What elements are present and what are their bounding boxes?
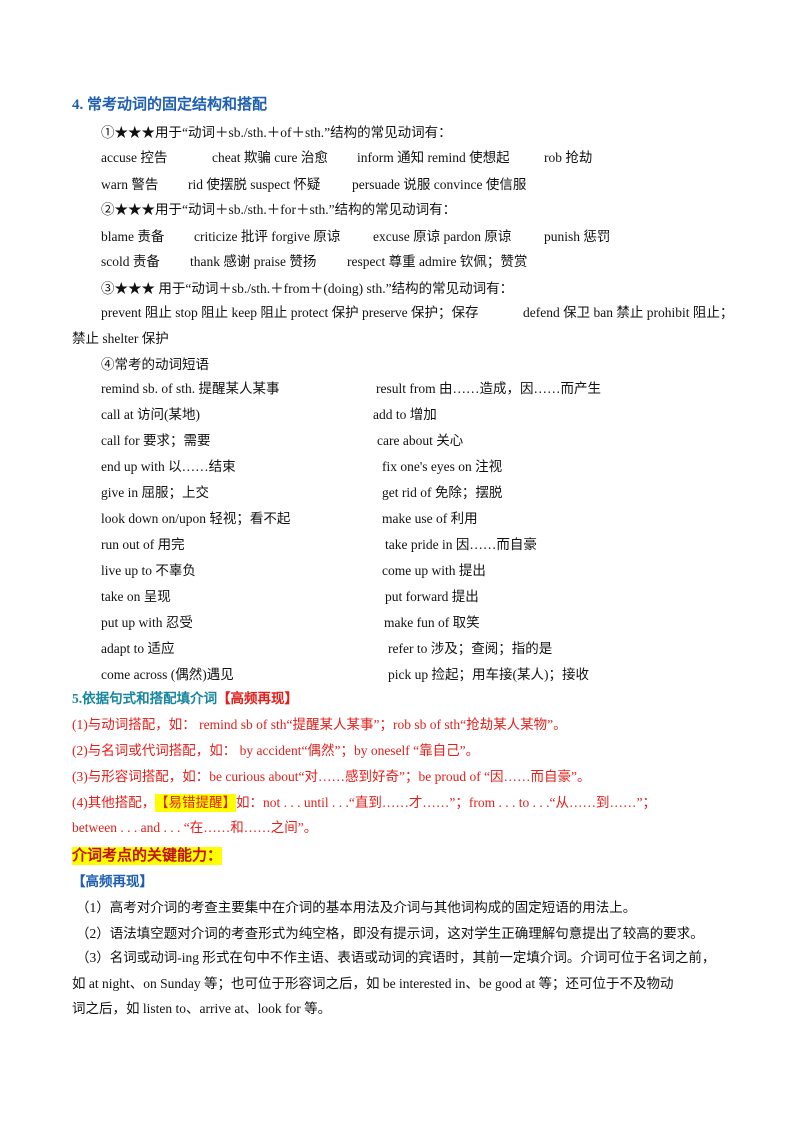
- phrase: adapt to 适应: [101, 641, 175, 656]
- phrase: give in 屈服；上交: [101, 485, 209, 500]
- phrase: come across (偶然)遇见: [101, 667, 234, 682]
- text-line: ④常考的动词短语: [101, 357, 209, 372]
- paragraph-line: 如 at night、on Sunday 等；也可位于形容词之后，如 be in…: [72, 976, 674, 991]
- vocab-item: defend 保卫 ban 禁止 prohibit 阻止；: [523, 305, 734, 320]
- phrase: result from 由……造成，因……而产生: [376, 381, 601, 396]
- section-title: 4. 常考动词的固定结构和搭配: [72, 97, 268, 113]
- text-line: (2)与名词或代词搭配，如： by accident“偶然”；by onesel…: [72, 743, 480, 758]
- text-line: 禁止 shelter 保护: [72, 331, 169, 346]
- vocab-item: rob 抢劫: [544, 150, 593, 165]
- phrase: call at 访问(某地): [101, 407, 200, 422]
- section-title: 5.依据句式和搭配填介词: [72, 691, 218, 706]
- section-tag: 【高频再现】: [217, 691, 298, 706]
- section-tag: 【高频再现】: [72, 874, 153, 889]
- paragraph-line: （2）语法填空题对介词的考查形式为纯空格，即没有提示词，这对学生正确理解句意提出…: [76, 926, 704, 941]
- phrase: live up to 不辜负: [101, 563, 196, 578]
- text-line: (4)其他搭配，: [72, 795, 156, 810]
- phrase: refer to 涉及；查阅；指的是: [388, 641, 553, 656]
- phrase: put up with 忍受: [101, 615, 193, 630]
- phrase: call for 要求；需要: [101, 433, 211, 448]
- vocab-item: rid 使摆脱 suspect 怀疑: [188, 177, 321, 192]
- phrase: run out of 用完: [101, 537, 185, 552]
- vocab-item: prevent 阻止 stop 阻止 keep 阻止 protect 保护 pr…: [101, 305, 479, 320]
- vocab-item: thank 感谢 praise 赞扬: [190, 254, 317, 269]
- phrase: look down on/upon 轻视；看不起: [101, 511, 291, 526]
- vocab-item: persuade 说服 convince 使信服: [352, 177, 527, 192]
- phrase: make use of 利用: [382, 511, 478, 526]
- vocab-item: accuse 控告: [101, 150, 168, 165]
- phrase: care about 关心: [377, 433, 464, 448]
- highlight-heading: 介词考点的关键能力：: [72, 847, 223, 865]
- text-line: between . . . and . . . “在……和……之间”。: [72, 820, 318, 835]
- phrase: put forward 提出: [385, 589, 479, 604]
- phrase: end up with 以……结束: [101, 459, 236, 474]
- text-line: 如：not . . . until . . .“直到……才……”；from . …: [236, 795, 656, 810]
- vocab-item: blame 责备: [101, 229, 165, 244]
- paragraph-line: （3）名词或动词-ing 形式在句中不作主语、表语或动词的宾语时，其前一定填介词…: [76, 950, 716, 965]
- phrase: make fun of 取笑: [384, 615, 480, 630]
- vocab-item: punish 惩罚: [544, 229, 611, 244]
- highlight-tag: 【易错提醒】: [155, 794, 236, 812]
- phrase: get rid of 免除；摆脱: [382, 485, 503, 500]
- vocab-item: excuse 原谅 pardon 原谅: [373, 229, 512, 244]
- vocab-item: criticize 批评 forgive 原谅: [194, 229, 341, 244]
- vocab-item: warn 警告: [101, 177, 159, 192]
- text-line: (3)与形容词搭配，如：be curious about“对……感到好奇”；be…: [72, 769, 591, 784]
- phrase: pick up 捡起；用车接(某人)；接收: [388, 667, 589, 682]
- paragraph-line: （1）高考对介词的考查主要集中在介词的基本用法及介词与其他词构成的固定短语的用法…: [76, 900, 637, 915]
- text-line: ②★★★用于“动词＋sb./sth.＋for＋sth.”结构的常见动词有：: [101, 202, 457, 217]
- phrase: add to 增加: [373, 407, 437, 422]
- paragraph-line: 词之后，如 listen to、arrive at、look for 等。: [72, 1001, 332, 1016]
- phrase: remind sb. of sth. 提醒某人某事: [101, 381, 280, 396]
- text-line: (1)与动词搭配，如： remind sb of sth“提醒某人某事”；rob…: [72, 717, 567, 732]
- vocab-item: scold 责备: [101, 254, 160, 269]
- phrase: come up with 提出: [382, 563, 486, 578]
- text-line: ①★★★用于“动词＋sb./sth.＋of＋sth.”结构的常见动词有：: [101, 125, 452, 140]
- phrase: fix one's eyes on 注视: [382, 459, 503, 474]
- vocab-item: cheat 欺骗 cure 治愈: [212, 150, 328, 165]
- vocab-item: inform 通知 remind 使想起: [357, 150, 510, 165]
- text-line: ③★★★ 用于“动词＋sb./sth.＋from＋(doing) sth.”结构…: [101, 281, 514, 296]
- phrase: take on 呈现: [101, 589, 171, 604]
- phrase: take pride in 因……而自豪: [385, 537, 537, 552]
- vocab-item: respect 尊重 admire 钦佩；赞赏: [347, 254, 528, 269]
